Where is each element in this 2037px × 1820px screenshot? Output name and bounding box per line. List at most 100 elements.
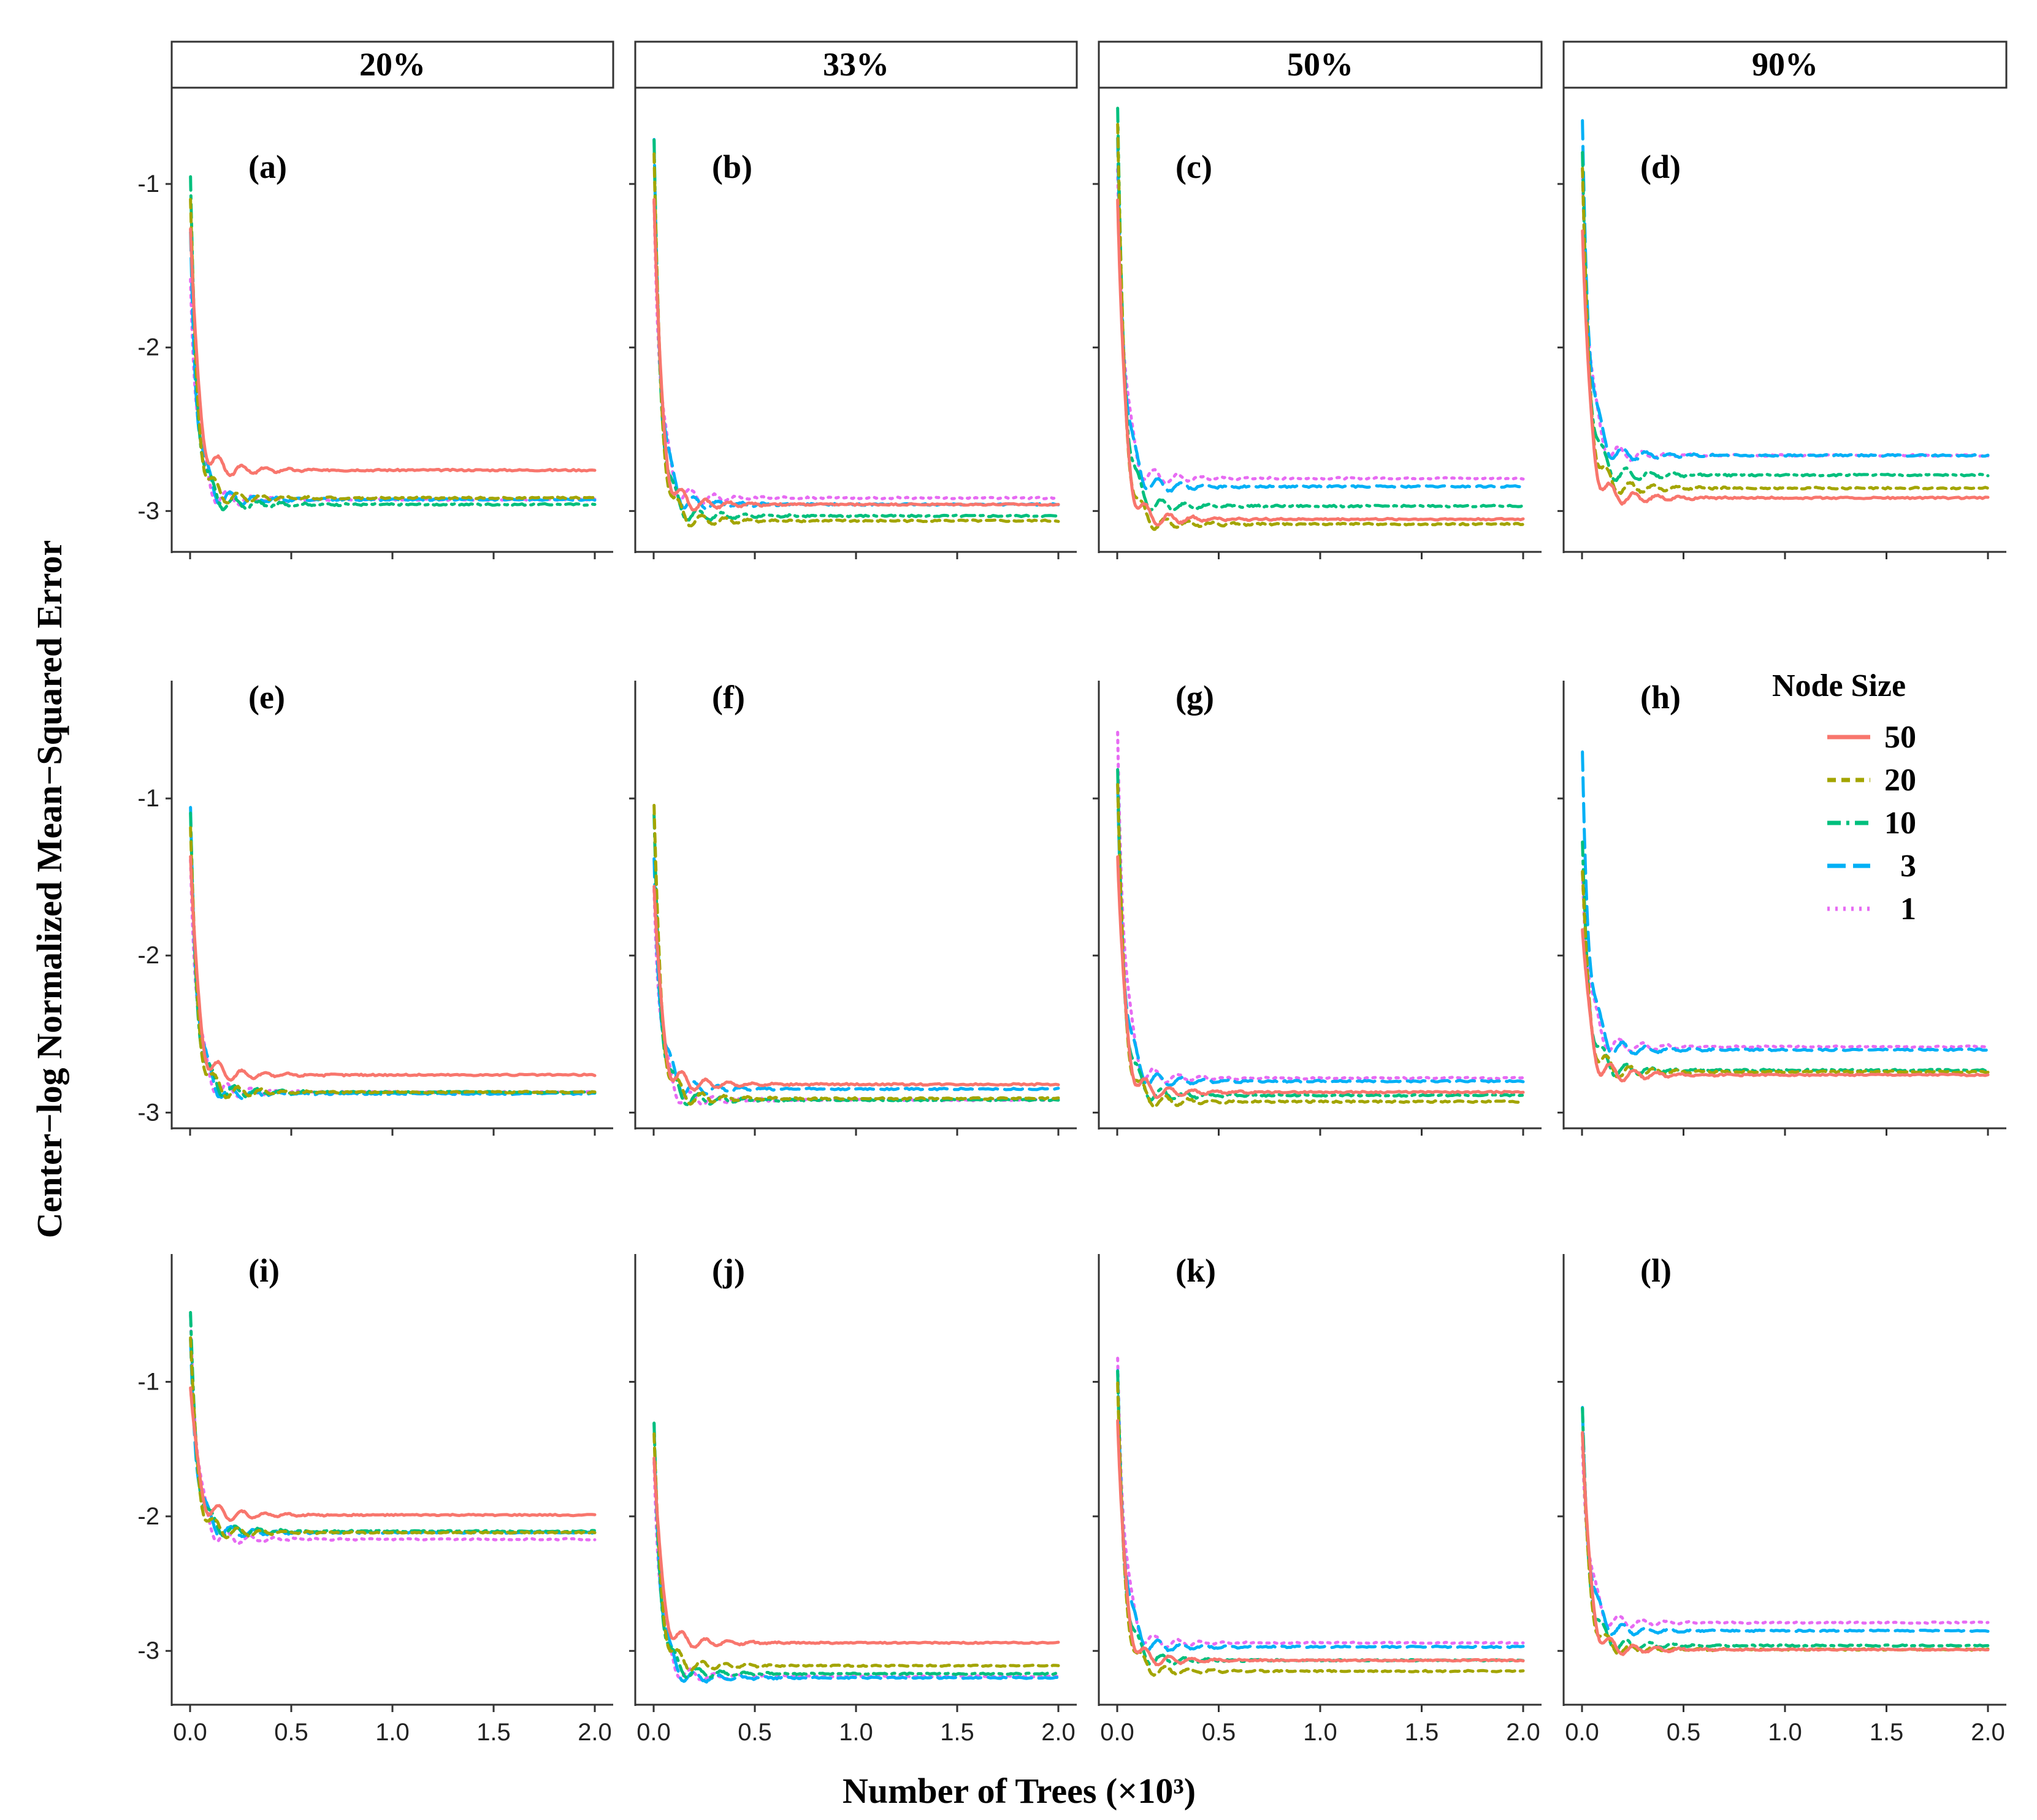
series-line-10 xyxy=(1116,107,1525,513)
panel-label: (l) xyxy=(1640,1252,1672,1289)
series-line-20 xyxy=(189,197,597,505)
panel-c: (c) xyxy=(1093,86,1542,559)
y-tick-label: -1 xyxy=(137,1368,159,1395)
series-line-1 xyxy=(1116,730,1525,1085)
x-tick-label: 2.0 xyxy=(578,1719,612,1746)
panel-i: -1 -2 -3 0.0 0.5 1.0 1.5 2.0 (i) xyxy=(137,1252,613,1746)
panel-label: (i) xyxy=(248,1252,280,1289)
panel-j: 0.0 0.5 1.0 1.5 2.0 (j) xyxy=(629,1252,1077,1746)
series-line-50 xyxy=(1116,1419,1525,1667)
y-tick-label: -3 xyxy=(137,1099,159,1126)
series-line-10 xyxy=(652,138,1060,522)
panel-b: (b) xyxy=(629,86,1077,559)
panel-e: -1 -2 -3 (e) xyxy=(137,679,613,1136)
panel-label: (e) xyxy=(248,679,285,716)
x-tick-label: 1.5 xyxy=(1870,1719,1904,1746)
x-tick-label: 0.5 xyxy=(738,1719,772,1746)
series-line-3 xyxy=(1581,119,1990,462)
y-tick-label: -2 xyxy=(137,1503,159,1530)
panel-h: (h) xyxy=(1557,679,2006,1136)
facet-strips: 20% 33% 50% 90% xyxy=(170,40,2008,89)
series-line-50 xyxy=(189,227,597,477)
legend-label-50: 50 xyxy=(1884,720,1916,755)
x-tick-label: 2.0 xyxy=(1506,1719,1540,1746)
panel-k: 0.0 0.5 1.0 1.5 2.0 (k) xyxy=(1093,1252,1542,1746)
x-tick-label: 0.5 xyxy=(274,1719,308,1746)
facet-strip-label: 33% xyxy=(823,46,889,83)
series-line-50 xyxy=(189,1386,597,1522)
x-tick-label: 0.0 xyxy=(1100,1719,1134,1746)
panel-a: -1 -2 -3 (a) xyxy=(137,86,613,559)
series-line-10 xyxy=(189,811,597,1099)
series-line-3 xyxy=(189,1337,597,1539)
series-line-3 xyxy=(1581,1405,1990,1637)
series-line-50 xyxy=(1581,1431,1990,1656)
facet-strip-box xyxy=(170,40,614,89)
panel-label: (d) xyxy=(1640,148,1681,185)
facet-strip-label: 20% xyxy=(359,46,426,83)
facet-strip-33pct: 33% xyxy=(634,40,1078,89)
panel-label: (c) xyxy=(1175,148,1212,185)
legend-label-20: 20 xyxy=(1884,763,1916,798)
series-line-1 xyxy=(1116,167,1525,485)
series-line-50 xyxy=(1581,928,1990,1083)
series-line-3 xyxy=(652,1421,1060,1684)
series-line-10 xyxy=(1116,768,1525,1103)
panel-label: (k) xyxy=(1175,1252,1216,1289)
facet-strip-box xyxy=(1562,40,2008,89)
x-tick-label: 1.5 xyxy=(940,1719,974,1746)
x-tick-label: 1.0 xyxy=(1303,1719,1337,1746)
series-line-3 xyxy=(1116,1369,1525,1653)
panel-f: (f) xyxy=(629,679,1077,1136)
x-tick-label: 1.0 xyxy=(839,1719,873,1746)
series-line-1 xyxy=(189,1313,597,1545)
series-line-20 xyxy=(1116,1381,1525,1677)
series-line-1 xyxy=(1116,1356,1525,1649)
series-line-3 xyxy=(1116,782,1525,1087)
series-line-1 xyxy=(1581,1445,1990,1629)
x-tick-label: 1.0 xyxy=(1768,1719,1802,1746)
facet-strip-label: 50% xyxy=(1287,46,1353,83)
panel-label: (j) xyxy=(712,1252,745,1289)
y-tick-label: -2 xyxy=(137,334,159,361)
series-line-50 xyxy=(1116,855,1525,1099)
x-tick-label: 0.5 xyxy=(1202,1719,1236,1746)
legend-label-3: 3 xyxy=(1900,849,1916,884)
x-tick-label: 1.5 xyxy=(476,1719,511,1746)
x-tick-label: 0.5 xyxy=(1667,1719,1701,1746)
series-line-1 xyxy=(652,888,1060,1106)
series-line-3 xyxy=(1581,750,1990,1056)
y-tick-label: -1 xyxy=(137,785,159,812)
y-tick-label: -3 xyxy=(137,497,159,524)
series-line-1 xyxy=(1581,871,1990,1053)
panel-g: (g) xyxy=(1093,679,1542,1136)
series-line-10 xyxy=(1581,151,1990,483)
panel-label: (f) xyxy=(712,679,745,716)
panel-l: 0.0 0.5 1.0 1.5 2.0 (l) xyxy=(1557,1252,2006,1746)
panel-label: (a) xyxy=(248,148,287,185)
x-tick-label: 2.0 xyxy=(1041,1719,1076,1746)
series-line-3 xyxy=(189,806,597,1100)
facet-strip-50pct: 50% xyxy=(1098,40,1543,89)
series-line-50 xyxy=(1581,229,1990,506)
x-tick-label: 2.0 xyxy=(1971,1719,2005,1746)
series-line-50 xyxy=(652,1456,1060,1649)
legend: Node Size 50 20 10 3 1 xyxy=(1772,668,1916,927)
y-tick-label: -3 xyxy=(137,1637,159,1664)
series-line-3 xyxy=(652,138,1060,511)
series-line-1 xyxy=(189,858,597,1099)
series-line-10 xyxy=(652,1421,1060,1680)
series-line-3 xyxy=(1116,136,1525,493)
series-line-3 xyxy=(189,231,597,507)
series-line-50 xyxy=(1116,198,1525,527)
legend-label-10: 10 xyxy=(1884,806,1916,841)
panel-label: (g) xyxy=(1175,679,1214,716)
series-line-50 xyxy=(652,885,1060,1092)
series-line-1 xyxy=(652,200,1060,505)
facet-strip-box xyxy=(1098,40,1543,89)
series-line-1 xyxy=(1581,167,1990,463)
series-line-20 xyxy=(652,152,1060,527)
series-line-20 xyxy=(189,1336,597,1540)
series-line-10 xyxy=(652,813,1060,1107)
